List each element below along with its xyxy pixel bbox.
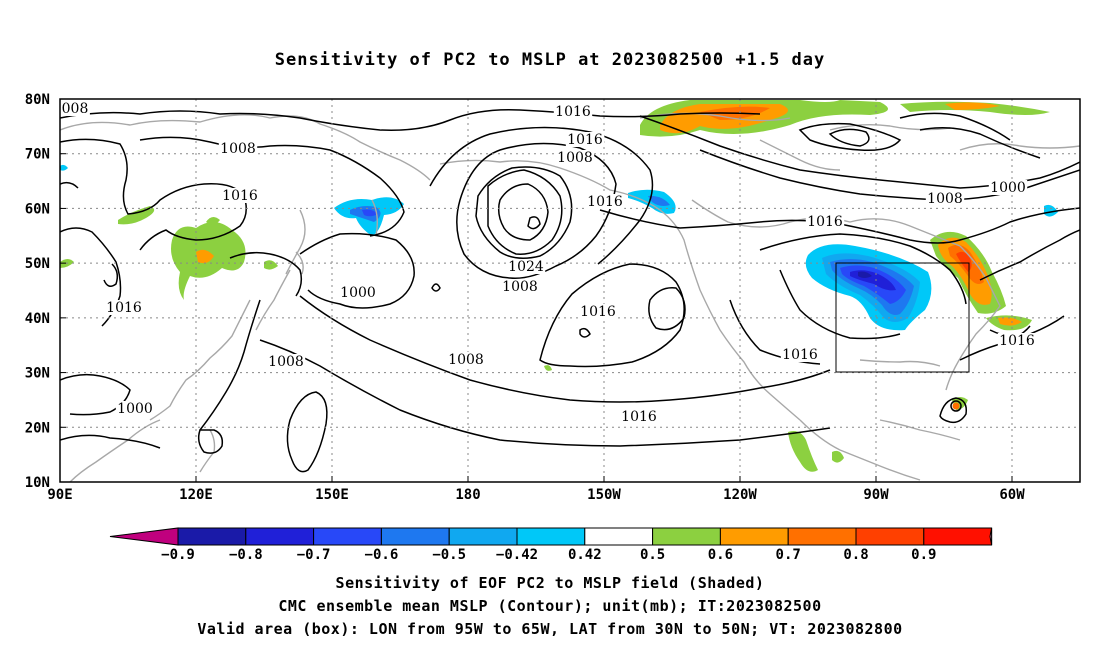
map-frame [59, 98, 1081, 483]
longitude-label: 180 [455, 487, 480, 503]
contour-label: 1008 [502, 279, 538, 295]
contour-label: 1016 [999, 333, 1035, 349]
contour-label: 1000 [990, 180, 1026, 196]
contour-label-bg [780, 347, 820, 362]
colorbar-swatch [245, 527, 315, 546]
contour-labels: 008 1016 1016 1008 1008 1016 1016 1000 1008 1024 1… [60, 101, 1037, 425]
contour-label-bg [565, 132, 605, 147]
colorbar-label: 0.42 [568, 547, 602, 563]
contour-label: 1016 [222, 188, 258, 204]
caption-valid-area: Valid area (box): LON from 95W to 65W, L… [197, 620, 903, 638]
longitude-label: 120W [723, 487, 757, 503]
longitude-label: 90W [863, 487, 889, 503]
colorbar-swatch [787, 527, 857, 546]
latitude-labels: 80N 70N 60N 50N 40N 30N 20N 10N [25, 92, 66, 491]
shaded-sensitivity-regions [60, 100, 1058, 472]
colorbar-swatch [923, 527, 993, 546]
contour-label: 1024 [508, 259, 544, 275]
latitude-label: 40N [25, 311, 50, 327]
colorbar: −0.9 −0.8 −0.7 −0.6 −0.5 −0.42 0.42 0.5 0.6 0.7 0.… [109, 527, 993, 563]
contour-label: 1000 [340, 285, 376, 301]
contour-label-bg [805, 214, 845, 229]
contour-label-bg [266, 354, 306, 369]
contour-label-bg [446, 352, 486, 367]
valid-area-box [835, 262, 970, 373]
latitude-label: 10N [25, 475, 50, 491]
contour-label: 1016 [587, 194, 623, 210]
contour-label-bg [506, 259, 546, 274]
latitude-label: 20N [25, 420, 50, 436]
contour-label: 1016 [621, 409, 657, 425]
colorbar-label: −0.7 [297, 547, 331, 563]
longitude-label: 120E [179, 487, 213, 503]
longitude-label: 90E [47, 487, 72, 503]
colorbar-swatch [177, 527, 247, 546]
colorbar-min-arrow [109, 527, 179, 546]
latitude-label: 80N [25, 92, 50, 108]
contour-label-bg [988, 180, 1028, 195]
colorbar-swatch [584, 527, 654, 546]
contour-label: 1008 [220, 141, 256, 157]
mslp-contours [60, 108, 1080, 473]
latitude-label: 30N [25, 366, 50, 382]
colorbar-label: −0.5 [432, 547, 466, 563]
contour-label: 1008 [448, 352, 484, 368]
colorbar-swatch [313, 527, 382, 546]
contour-label: 1016 [555, 104, 591, 120]
contour-label-bg [555, 150, 595, 165]
colorbar-max-arrow [989, 527, 993, 546]
caption-contour: CMC ensemble mean MSLP (Contour); unit(m… [278, 597, 822, 615]
contour-label-bg [500, 279, 540, 294]
contour-label-bg [338, 285, 378, 300]
contour-label-bg [925, 191, 965, 206]
colorbar-label: −0.42 [496, 547, 538, 563]
contour-label: 1000 [117, 401, 153, 417]
longitude-label: 150W [587, 487, 621, 503]
longitude-label: 60W [999, 487, 1025, 503]
colorbar-swatch [855, 527, 925, 546]
contour-label: 1008 [557, 150, 593, 166]
contour-label-bg [220, 188, 260, 203]
longitude-label: 150E [315, 487, 349, 503]
colorbar-swatch [380, 527, 450, 546]
latitude-label: 60N [25, 201, 50, 217]
contour-label-bg [578, 304, 618, 319]
caption-shaded: Sensitivity of EOF PC2 to MSLP field (Sh… [335, 574, 765, 592]
colorbar-label: −0.8 [229, 547, 263, 563]
colorbar-swatch [448, 527, 518, 546]
colorbar-label: 0.7 [776, 547, 801, 563]
contour-label: 008 [62, 101, 89, 117]
map-title: Sensitivity of PC2 to MSLP at 2023082500… [274, 50, 826, 70]
colorbar-label: 0.9 [911, 547, 936, 563]
colorbar-label: −0.6 [365, 547, 399, 563]
contour-label: 1016 [782, 347, 818, 363]
contour-label-bg [115, 401, 155, 416]
contour-label: 1016 [580, 304, 616, 320]
colorbar-swatch [516, 527, 586, 546]
longitude-labels: 90E 120E 150E 180 150W 120W 90W 60W [47, 476, 1025, 503]
contour-label-bg [553, 104, 593, 119]
contour-label-bg [60, 101, 90, 116]
contour-label: 1016 [807, 214, 843, 230]
contour-label-bg [585, 194, 625, 209]
contour-label: 1008 [927, 191, 963, 207]
colorbar-swatch [719, 527, 789, 546]
colorbar-label: 0.5 [640, 547, 665, 563]
contour-label-bg [218, 141, 258, 156]
latitude-label: 70N [25, 147, 50, 163]
contour-label: 1016 [106, 300, 142, 316]
contour-label-bg [104, 300, 144, 315]
contour-label-bg [997, 333, 1037, 348]
colorbar-label: 0.6 [708, 547, 733, 563]
contour-label-bg [619, 409, 659, 424]
latitude-label: 50N [25, 256, 50, 272]
colorbar-swatch [652, 527, 721, 546]
contour-label: 1008 [268, 354, 304, 370]
contour-label: 1016 [567, 132, 603, 148]
colorbar-label: 0.8 [843, 547, 868, 563]
colorbar-label: −0.9 [161, 547, 195, 563]
